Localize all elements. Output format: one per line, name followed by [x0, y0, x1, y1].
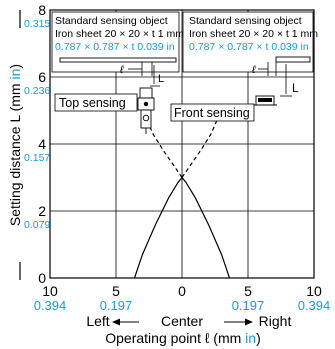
y-tick-label-inch: 0.157 [24, 152, 50, 164]
top-sensing-label-box [54, 93, 138, 112]
panel-line2: Iron sheet 20 × 20 × t 1 mm [55, 28, 184, 40]
y-tick-label-inch: 0.079 [24, 219, 50, 231]
x-tick-label: 5 [112, 283, 120, 299]
y-tick-label: 0 [38, 270, 46, 286]
y-tick-label: 2 [38, 203, 46, 219]
y-tick-label-inch: 0.315 [24, 18, 50, 30]
x-tick-label: 10 [306, 283, 322, 299]
x-tick-label: 0 [178, 283, 186, 299]
panel-line3: 0.787 × 0.787 × t 0.039 in [55, 41, 175, 53]
iron-sheet [59, 57, 177, 63]
y-tick-label-inch: 0.236 [24, 85, 50, 97]
sensor-icon-top [137, 87, 155, 134]
iron-sheet [275, 56, 311, 63]
top-sensing-label: Top sensing [59, 96, 126, 110]
front-sensing-label-box [170, 103, 255, 122]
panel-line3: 0.787 × 0.787 × t 0.039 in [189, 41, 309, 53]
front-sensing-label: Front sensing [174, 106, 250, 120]
grid [50, 10, 314, 278]
L-symbol: L [292, 81, 299, 95]
sensor-icon-front [253, 95, 277, 106]
curve-solid [133, 177, 183, 279]
x-tick-label-inch: 0.394 [298, 298, 331, 313]
y-axis-label: Setting distance L (mm in) [7, 64, 23, 226]
panel-top-sensing: Standard sensing object Iron sheet 20 × … [51, 11, 184, 87]
L-symbol: L [158, 73, 164, 85]
curve-solid [181, 177, 231, 279]
ell-symbol: ℓ [119, 64, 124, 76]
y-tick-label: 8 [38, 2, 46, 18]
direction-center: Center [161, 313, 203, 329]
panel-title: Standard sensing object [189, 15, 302, 27]
right-arrow-head [245, 318, 253, 326]
y-tick-label: 4 [38, 136, 46, 152]
direction-left: Left [86, 313, 109, 329]
x-tick-label: 5 [244, 283, 252, 299]
y-tick-labels: 0 20.079 40.157 60.236 80.315 [24, 2, 50, 286]
panel-front-sensing: Standard sensing object Iron sheet 20 × … [182, 11, 318, 97]
ell-symbol: ℓ [251, 64, 256, 76]
curve-dashed [181, 115, 220, 178]
x-tick-label-inch: 0.197 [100, 298, 133, 313]
x-axis-label: Operating point ℓ (mm in) [105, 330, 261, 346]
panel-line2: Iron sheet 20 × 20 × t 1 mm [189, 28, 318, 40]
y-tick-label: 6 [38, 69, 46, 85]
direction-right: Right [259, 313, 292, 329]
x-tick-label-inch: 0.197 [232, 298, 265, 313]
panel-title: Standard sensing object [55, 15, 168, 27]
x-tick-label: 10 [42, 283, 58, 299]
x-tick-label-inch: 0.394 [34, 298, 67, 313]
left-arrow-head [112, 318, 120, 326]
